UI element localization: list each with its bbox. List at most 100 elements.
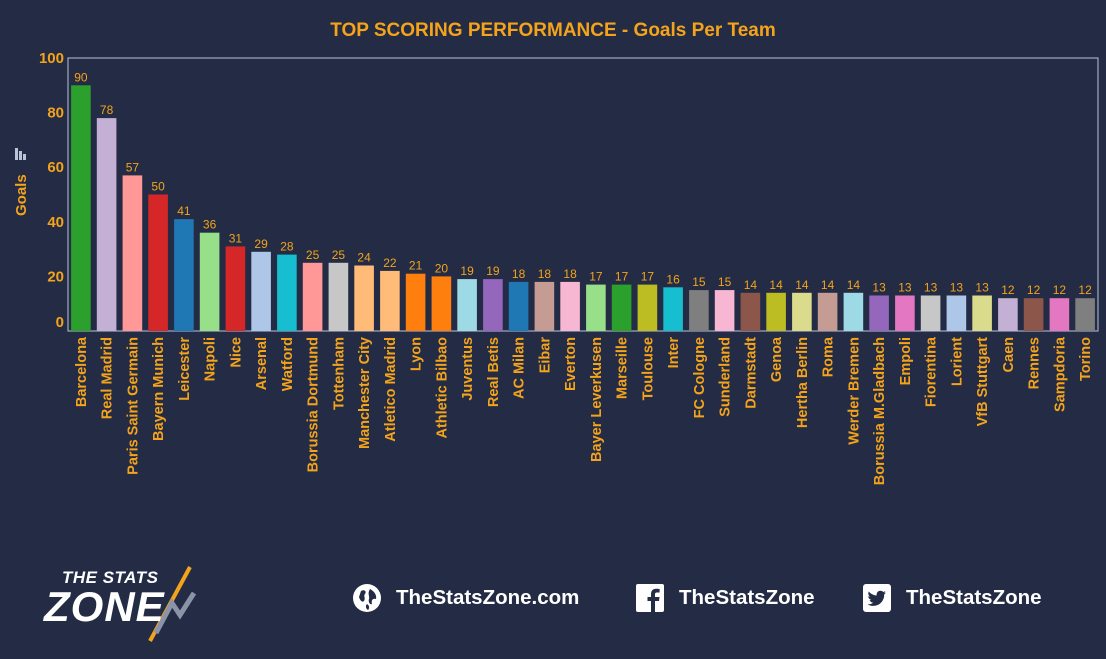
x-tick-label: Toulouse	[640, 337, 656, 400]
x-tick-label: Everton	[563, 337, 579, 391]
bar	[946, 295, 967, 331]
value-label: 19	[486, 264, 500, 278]
facebook-text: TheStatsZone	[679, 586, 815, 609]
bar	[354, 265, 374, 331]
value-label: 29	[254, 237, 268, 251]
bar	[96, 118, 117, 331]
x-tick-label: Bayern Munich	[151, 337, 167, 441]
value-label: 13	[898, 281, 912, 295]
x-tick-label: Napoli	[203, 337, 219, 381]
value-label: 25	[332, 248, 346, 262]
value-label: 22	[383, 256, 397, 270]
x-axis-labels: Barcelona Real Madrid Paris Saint Germain B…	[74, 336, 1094, 485]
value-label: 12	[1001, 283, 1015, 297]
bar	[714, 290, 735, 331]
y-tick-label: 20	[47, 268, 64, 285]
value-label: 18	[512, 267, 526, 281]
bar	[380, 270, 400, 331]
value-label: 90	[74, 70, 88, 84]
filter-icon	[15, 148, 26, 160]
bar	[637, 284, 658, 331]
value-label: 41	[177, 204, 191, 218]
bar	[998, 298, 1018, 331]
x-tick-label: VfB Stuttgart	[975, 337, 991, 427]
x-tick-label: Darmstadt	[743, 337, 759, 409]
chart-title: TOP SCORING PERFORMANCE - Goals Per Team	[330, 20, 776, 41]
x-tick-label: Inter	[666, 337, 682, 369]
value-label: 14	[821, 278, 835, 292]
value-labels: 90 78 57 50 41 36 31 29 28 25 25 24 22 21 20 19 19 18 18 18…	[74, 70, 1092, 297]
y-axis-label: Goals	[13, 174, 30, 216]
x-tick-label: Athletic Bilbao	[434, 337, 450, 439]
globe-icon	[352, 583, 382, 613]
bar	[431, 276, 452, 331]
x-tick-label: Rennes	[1027, 337, 1043, 389]
bar	[148, 194, 168, 331]
value-label: 18	[563, 267, 577, 281]
x-tick-label: Sampdoria	[1052, 336, 1068, 412]
facebook-link[interactable]: TheStatsZone	[635, 583, 815, 613]
twitter-icon	[862, 583, 892, 613]
x-tick-label: Watford	[280, 337, 296, 391]
bar	[225, 246, 246, 331]
bar	[895, 295, 915, 331]
bar	[534, 281, 555, 331]
x-tick-label: Sunderland	[718, 337, 734, 417]
value-label: 12	[1027, 283, 1041, 297]
footer: THE STATS ZONE TheStatsZone.com TheStats…	[0, 555, 1106, 650]
twitter-text: TheStatsZone	[906, 586, 1042, 609]
bar	[843, 292, 864, 331]
website-link[interactable]: TheStatsZone.com	[352, 583, 579, 613]
bar	[1023, 298, 1044, 331]
value-label: 17	[589, 270, 603, 284]
logo-text-main: ZONE	[44, 583, 165, 630]
bar	[560, 281, 580, 331]
y-axis-label-group: Goals	[13, 148, 30, 216]
bar	[817, 292, 838, 331]
bar	[328, 262, 349, 332]
value-label: 13	[872, 281, 886, 295]
value-label: 16	[666, 272, 680, 286]
x-tick-label: Real Madrid	[100, 337, 116, 419]
x-tick-label: Borussia M.Gladbach	[872, 337, 888, 485]
bar	[1075, 298, 1095, 331]
value-label: 20	[435, 261, 449, 275]
value-label: 19	[460, 264, 474, 278]
x-tick-label: Real Betis	[486, 337, 502, 407]
x-tick-label: Genoa	[769, 336, 785, 382]
website-text: TheStatsZone.com	[396, 586, 580, 609]
x-tick-label: Paris Saint Germain	[125, 337, 141, 475]
bar	[277, 254, 297, 331]
logo-text-top: THE STATS	[62, 568, 159, 587]
plot-frame	[67, 57, 1099, 332]
x-tick-label: AC Milan	[512, 337, 528, 399]
value-label: 24	[357, 251, 371, 265]
x-tick-label: Lyon	[409, 337, 425, 371]
value-label: 31	[229, 231, 243, 245]
bar	[611, 284, 632, 331]
x-tick-label: Leicester	[177, 337, 193, 401]
value-label: 12	[1053, 283, 1067, 297]
y-axis: 0 20 40 60 80 100	[39, 50, 64, 331]
value-label: 13	[975, 281, 989, 295]
x-tick-label: Borussia Dortmund	[306, 337, 322, 472]
y-tick-label: 40	[47, 214, 64, 231]
stats-zone-logo: THE STATS ZONE	[40, 563, 240, 643]
x-tick-label: Caen	[1001, 337, 1017, 372]
value-label: 13	[950, 281, 964, 295]
bar	[302, 262, 323, 332]
bar	[251, 251, 271, 331]
value-label: 25	[306, 248, 320, 262]
value-label: 78	[100, 103, 114, 117]
twitter-link[interactable]: TheStatsZone	[862, 583, 1042, 613]
value-label: 14	[795, 278, 809, 292]
y-tick-label: 0	[56, 314, 64, 331]
bar	[174, 219, 194, 331]
value-label: 18	[538, 267, 552, 281]
value-label: 14	[847, 278, 861, 292]
x-tick-label: Empoli	[898, 337, 914, 385]
bar	[199, 232, 220, 331]
x-tick-label: Bayer Leverkusen	[589, 337, 605, 462]
value-label: 14	[744, 278, 758, 292]
x-tick-label: Arsenal	[254, 337, 270, 390]
